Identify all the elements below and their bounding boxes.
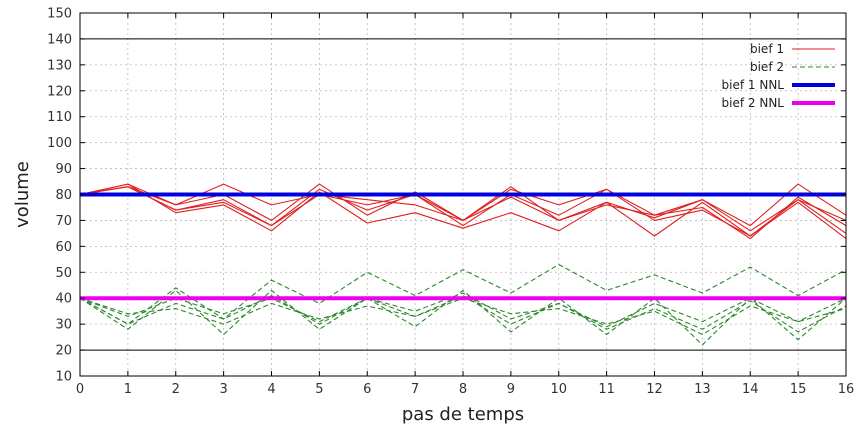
y-tick-label: 110	[47, 110, 72, 125]
y-tick-label: 30	[55, 318, 72, 333]
x-tick-label: 2	[172, 382, 180, 397]
legend: bief 1 bief 2 bief 1 NNL bief 2 NNL	[722, 42, 835, 110]
ticks: 0 1 2 3 4 5 6 7 8 9 10 11 12 13 14 15 161020304050607080…	[47, 7, 854, 398]
legend-label: bief 2	[750, 60, 784, 74]
y-tick-label: 90	[55, 162, 72, 177]
y-axis-title: volume	[12, 161, 33, 228]
x-tick-label: 7	[411, 382, 419, 397]
y-tick-label: 130	[47, 58, 72, 73]
x-tick-label: 0	[76, 382, 84, 397]
x-tick-label: 12	[646, 382, 663, 397]
y-tick-label: 40	[55, 292, 72, 307]
y-tick-label: 150	[47, 7, 72, 22]
reference-lines	[80, 38, 846, 351]
y-tick-label: 60	[55, 240, 72, 255]
y-tick-label: 120	[47, 84, 72, 99]
bief1-series-line-5	[79, 186, 847, 234]
bief2-series-line-8	[79, 295, 847, 333]
x-tick-label: 13	[694, 382, 711, 397]
legend-label: bief 1	[750, 42, 784, 56]
bief1-series-line-4	[79, 183, 847, 240]
x-tick-label: 5	[315, 382, 323, 397]
y-tick-label: 70	[55, 214, 72, 229]
x-tick-label: 6	[363, 382, 371, 397]
x-tick-label: 1	[124, 382, 132, 397]
x-tick-label: 10	[550, 382, 567, 397]
x-tick-label: 11	[598, 382, 615, 397]
legend-label: bief 2 NNL	[722, 96, 785, 110]
bief2-series-line-9	[79, 292, 847, 328]
bief1-series-line-2	[79, 186, 847, 237]
x-tick-label: 14	[742, 382, 759, 397]
y-tick-label: 20	[55, 344, 72, 359]
legend-label: bief 1 NNL	[722, 78, 785, 92]
y-tick-label: 140	[47, 32, 72, 47]
x-tick-label: 9	[507, 382, 515, 397]
x-axis-title: pas de temps	[402, 404, 524, 425]
bief2-series-line-7	[79, 289, 847, 346]
x-tick-label: 15	[790, 382, 807, 397]
x-tick-label: 4	[267, 382, 275, 397]
y-tick-label: 10	[55, 370, 72, 385]
y-tick-label: 50	[55, 266, 72, 281]
y-tick-label: 80	[55, 188, 72, 203]
y-tick-label: 100	[47, 136, 72, 151]
x-tick-label: 3	[219, 382, 227, 397]
series-group	[79, 183, 847, 346]
bief1-series-line-3	[79, 183, 847, 240]
x-tick-label: 8	[459, 382, 467, 397]
x-tick-label: 16	[838, 382, 854, 397]
